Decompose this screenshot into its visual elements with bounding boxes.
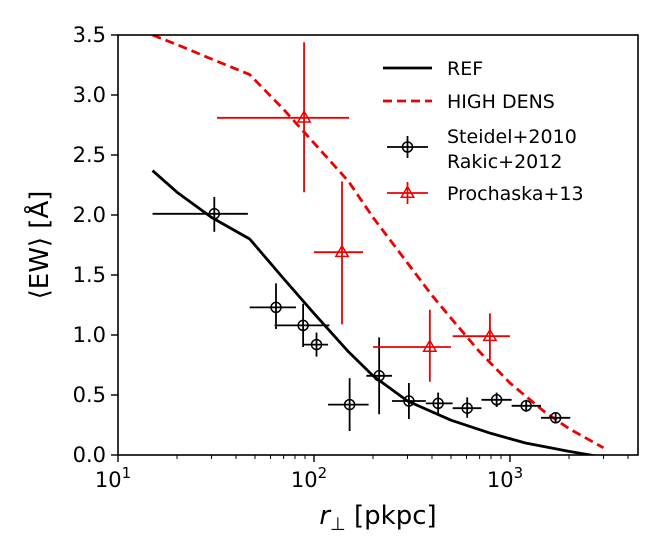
legend-label: HIGH DENS [447, 91, 555, 113]
x-tick-base: 10 [291, 468, 318, 492]
marker-circle [208, 208, 221, 220]
series-line-ref [151, 169, 598, 455]
legend-entry: HIGH DENS [383, 91, 555, 113]
y-tick-label: 3.5 [73, 23, 106, 47]
data-point [328, 378, 369, 431]
data-point [152, 197, 248, 232]
y-tick-label: 0.0 [73, 443, 106, 467]
data-point [249, 283, 297, 329]
data-point [372, 309, 451, 382]
legend-label: Rakic+2012 [447, 151, 562, 173]
marker-triangle [422, 338, 438, 352]
marker-circle [343, 398, 356, 411]
data-point [541, 412, 571, 424]
marker-circle [401, 141, 414, 153]
legend-label: Steidel+2010 [447, 126, 577, 148]
x-tick-label: 102 [291, 464, 327, 492]
y-tick-label: 3.0 [73, 83, 106, 107]
marker-circle [310, 338, 323, 351]
y-tick-label: 1.5 [73, 263, 106, 287]
legend: REF HIGH DENS Steidel+2010 Rakic+2012 Procha… [383, 58, 584, 205]
legend-label: REF [447, 58, 483, 80]
plot-frame [117, 34, 639, 456]
x-tick-exponent: 2 [318, 464, 328, 482]
marker-circle [520, 400, 532, 412]
marker-circle [403, 395, 415, 407]
x-tick-label: 103 [487, 464, 523, 492]
series-layer [151, 35, 605, 455]
marker-circle [373, 370, 385, 382]
marker-circle [461, 402, 473, 414]
y-tick-label: 2.0 [73, 203, 106, 227]
data-point [274, 303, 330, 347]
legend-entry: REF [383, 58, 483, 80]
marker-circle [270, 301, 282, 314]
y-tick-label: 2.5 [73, 143, 106, 167]
marker-triangle [482, 328, 498, 342]
marker-circle [297, 319, 309, 332]
x-axis-title: r⊥ [pkpc] [319, 501, 436, 535]
legend-label: Prochaska+13 [447, 183, 584, 205]
x-tick-exponent: 3 [514, 464, 524, 482]
y-axis-title: ⟨EW⟩ [Å] [23, 191, 55, 300]
x-axis-title-subscript: ⊥ [330, 514, 346, 535]
data-point [217, 42, 350, 193]
data-point [452, 313, 510, 361]
marker-triangle [296, 109, 312, 123]
marker-circle [490, 394, 503, 406]
x-axis-title-unit: [pkpc] [346, 501, 437, 531]
data-point [391, 383, 426, 419]
data-point [511, 399, 542, 412]
marker-triangle [334, 244, 350, 258]
data-point [313, 181, 364, 325]
x-tick-exponent: 1 [122, 464, 132, 482]
data-point [481, 392, 512, 407]
y-tick-label: 0.5 [73, 383, 106, 407]
legend-entry: Prochaska+13 [387, 182, 584, 205]
x-axis-title-symbol: r [319, 501, 332, 531]
x-tick-base: 10 [487, 468, 514, 492]
legend-entry: Steidel+2010 Rakic+2012 [387, 126, 577, 173]
data-point [425, 392, 453, 415]
marker-circle [432, 397, 444, 410]
data-point [303, 332, 329, 357]
data-point [452, 397, 482, 418]
x-tick-label: 101 [95, 464, 131, 492]
y-tick-label: 1.0 [73, 323, 106, 347]
marker-triangle [400, 184, 415, 198]
marker-circle [549, 412, 562, 424]
x-tick-base: 10 [95, 468, 122, 492]
series-line-high-dens [151, 35, 605, 450]
data-point [366, 337, 392, 415]
